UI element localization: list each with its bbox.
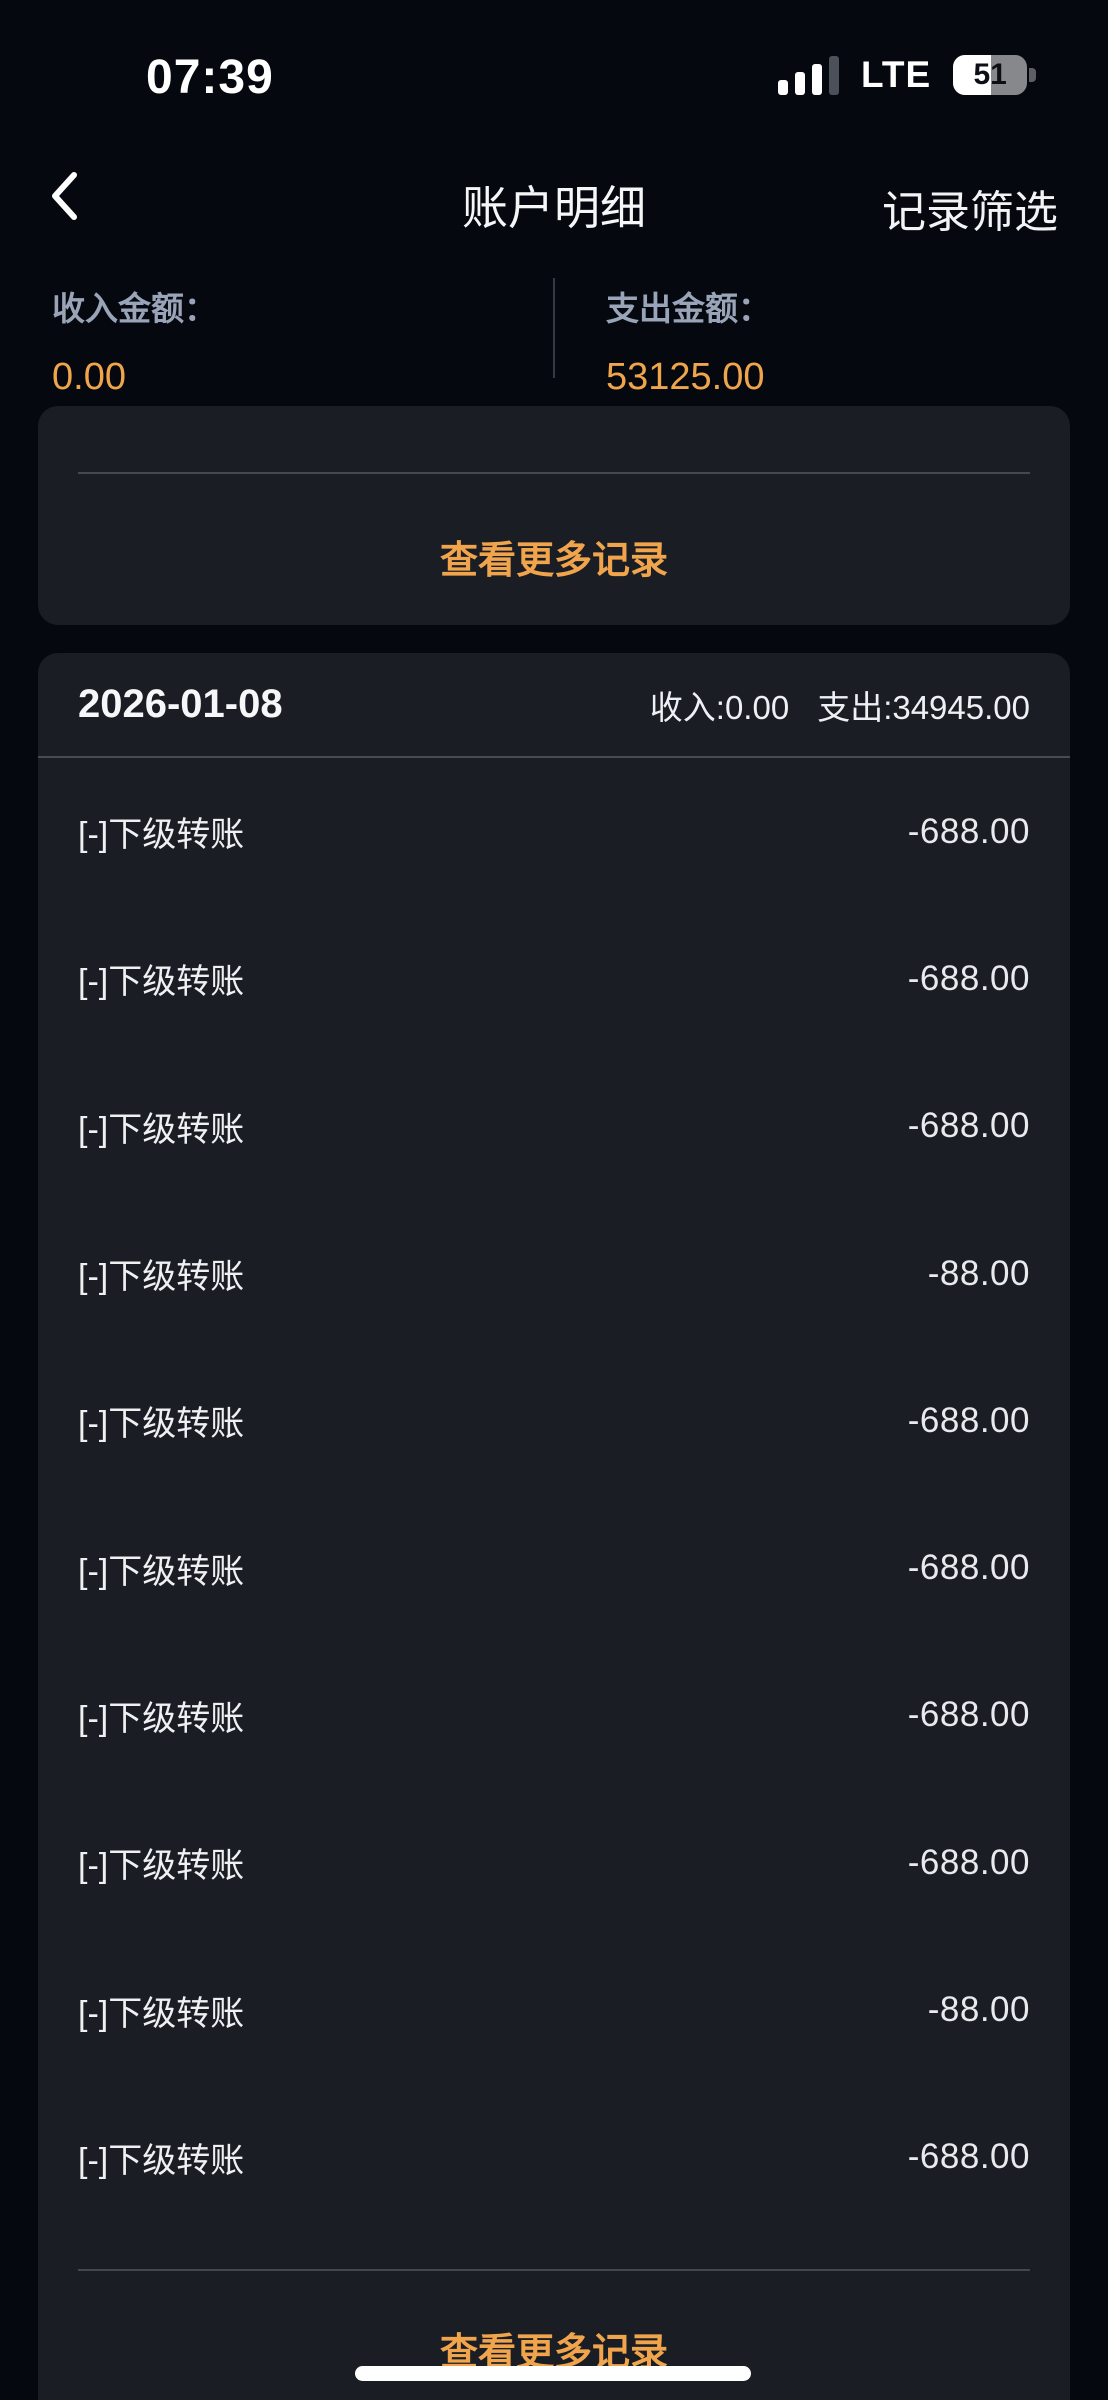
tx-label: [-]下级转账 — [78, 816, 245, 855]
group-date: 2026-01-08 — [78, 682, 283, 726]
status-bar: 07:39 LTE 51 — [0, 0, 1108, 120]
table-row[interactable]: [-]下级转账 -688.00 — [38, 1053, 1070, 1200]
status-time: 07:39 — [146, 51, 274, 104]
tx-amount: -688.00 — [907, 811, 1030, 851]
table-row[interactable]: [-]下级转账 -688.00 — [38, 1347, 1070, 1494]
tx-amount: -688.00 — [907, 1842, 1030, 1882]
tx-amount: -688.00 — [907, 2137, 1030, 2177]
previous-group-card: 查看更多记录 — [38, 406, 1070, 625]
network-type-label: LTE — [861, 54, 932, 95]
table-row[interactable]: [-]下级转账 -688.00 — [38, 1494, 1070, 1641]
table-row[interactable]: [-]下级转账 -688.00 — [38, 1789, 1070, 1936]
battery-icon: 51 — [953, 55, 1037, 95]
group-expense-total: 支出:34945.00 — [817, 688, 1030, 726]
table-row[interactable]: [-]下级转账 -688.00 — [38, 1642, 1070, 1789]
tx-amount: -88.00 — [927, 1253, 1030, 1293]
divider — [78, 472, 1030, 474]
divider — [78, 2268, 1030, 2271]
tx-amount: -688.00 — [907, 1548, 1030, 1588]
nav-bar: 账户明细 记录筛选 — [0, 150, 1108, 242]
tx-amount: -688.00 — [907, 1400, 1030, 1440]
back-button[interactable] — [34, 154, 94, 238]
signal-strength-icon — [778, 55, 839, 95]
income-summary: 收入金额： 0.00 — [52, 262, 217, 399]
tx-label: [-]下级转账 — [78, 1552, 245, 1591]
table-row[interactable]: [-]下级转账 -688.00 — [38, 758, 1070, 905]
income-label: 收入金额： — [52, 290, 217, 327]
chevron-left-icon — [52, 172, 77, 220]
tx-label: [-]下级转账 — [78, 1994, 245, 2033]
tx-label: [-]下级转账 — [78, 2141, 245, 2180]
expense-value: 53125.00 — [606, 356, 765, 398]
tx-amount: -688.00 — [907, 958, 1030, 998]
record-filter-button[interactable]: 记录筛选 — [882, 176, 1058, 240]
summary-totals: 收入金额： 0.00 支出金额： 53125.00 — [0, 262, 1108, 402]
tx-amount: -688.00 — [907, 1106, 1030, 1146]
page-title: 账户明细 — [462, 182, 646, 234]
expense-summary: 支出金额： 53125.00 — [606, 262, 771, 399]
status-right-cluster: LTE 51 — [778, 52, 1037, 98]
summary-divider — [553, 278, 555, 378]
tx-label: [-]下级转账 — [78, 1699, 245, 1738]
date-group-header: 2026-01-08 收入:0.00 支出:34945.00 — [38, 653, 1070, 758]
table-row[interactable]: [-]下级转账 -88.00 — [38, 1936, 1070, 2083]
table-row[interactable]: [-]下级转账 -688.00 — [38, 2084, 1070, 2231]
table-row[interactable]: [-]下级转账 -88.00 — [38, 1200, 1070, 1347]
expense-label: 支出金额： — [606, 290, 771, 327]
load-more-button[interactable]: 查看更多记录 — [38, 529, 1070, 584]
home-indicator[interactable] — [355, 2366, 751, 2381]
tx-label: [-]下级转账 — [78, 1110, 245, 1149]
tx-label: [-]下级转账 — [78, 963, 245, 1002]
table-row[interactable]: [-]下级转账 -688.00 — [38, 905, 1070, 1052]
tx-amount: -688.00 — [907, 1695, 1030, 1735]
income-value: 0.00 — [52, 356, 126, 398]
group-totals: 收入:0.00 支出:34945.00 — [650, 681, 1030, 729]
date-group-card: 2026-01-08 收入:0.00 支出:34945.00 [-]下级转账 -… — [38, 653, 1070, 2400]
tx-amount: -88.00 — [927, 1990, 1030, 2030]
tx-label: [-]下级转账 — [78, 1258, 245, 1297]
tx-label: [-]下级转账 — [78, 1405, 245, 1444]
battery-percent: 51 — [973, 58, 1007, 91]
group-income-total: 收入:0.00 — [649, 688, 790, 726]
tx-label: [-]下级转账 — [78, 1847, 245, 1886]
